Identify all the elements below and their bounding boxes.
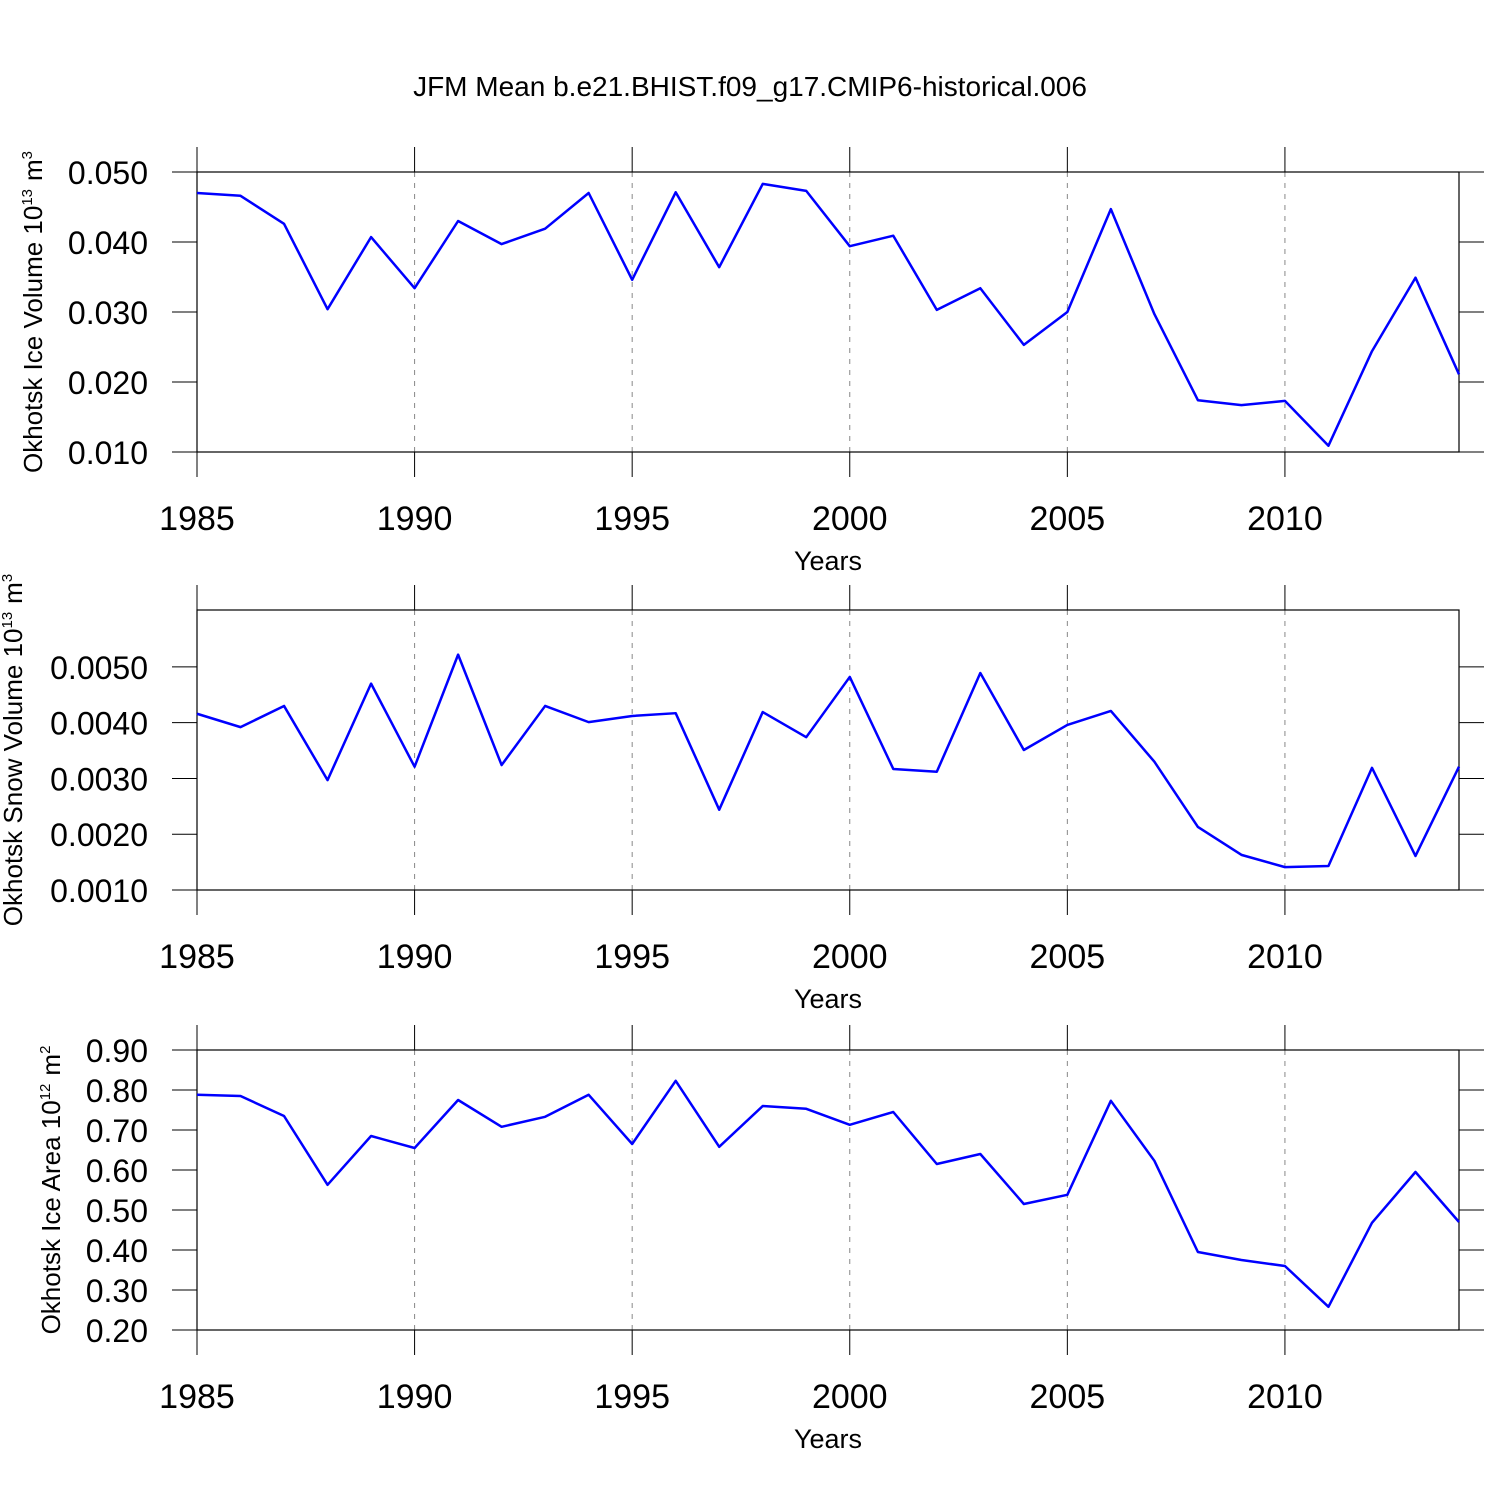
- x-tick-label: 2000: [812, 1378, 888, 1416]
- y-tick-label: 0.0050: [50, 650, 148, 686]
- data-line: [196, 1079, 1460, 1309]
- x-axis-label: Years: [794, 984, 862, 1014]
- y-tick-label: 0.030: [68, 295, 148, 331]
- x-axis-label: Years: [794, 546, 862, 576]
- x-tick-label: 2000: [812, 938, 888, 976]
- y-axis-label-part: 12: [37, 1084, 54, 1101]
- x-tick-label: 2005: [1030, 500, 1106, 538]
- chart-title: JFM Mean b.e21.BHIST.f09_g17.CMIP6-histo…: [413, 71, 1087, 102]
- plot-frame: [196, 1049, 1460, 1331]
- y-tick-label: 0.70: [86, 1113, 148, 1149]
- y-axis-label-part: Okhotsk Snow Volume 10: [0, 628, 28, 926]
- x-tick-label: 2000: [812, 500, 888, 538]
- y-tick-label: 0.050: [68, 155, 148, 191]
- y-axis-label: Okhotsk Snow Volume 1013 m3: [0, 574, 28, 926]
- x-axis-label: Years: [794, 1424, 862, 1454]
- x-tick-label: 1990: [377, 938, 453, 976]
- data-line: [196, 182, 1461, 447]
- y-axis-label-part: 13: [19, 189, 36, 206]
- x-tick-label: 1990: [377, 500, 453, 538]
- y-tick-label: 0.30: [86, 1273, 148, 1309]
- y-tick-label: 0.010: [68, 435, 148, 471]
- y-axis-label-part: 2: [37, 1046, 54, 1054]
- x-tick-label: 2010: [1247, 938, 1323, 976]
- x-tick-label: 1985: [159, 500, 235, 538]
- y-axis-label-part: m: [0, 582, 28, 604]
- x-tick-label: 1995: [594, 1378, 670, 1416]
- x-tick-label: 2010: [1247, 1378, 1323, 1416]
- y-axis-label-part: m: [36, 1054, 66, 1076]
- y-tick-label: 0.60: [86, 1153, 148, 1189]
- y-tick-label: 0.50: [86, 1193, 148, 1229]
- x-tick-label: 2010: [1247, 500, 1323, 538]
- y-tick-label: 0.0030: [50, 761, 148, 797]
- y-axis-label: Okhotsk Ice Area 1012 m2: [36, 1046, 66, 1335]
- y-tick-label: 0.040: [68, 225, 148, 261]
- y-tick-label: 0.20: [86, 1313, 148, 1349]
- x-tick-label: 2005: [1030, 938, 1106, 976]
- y-tick-label: 0.0020: [50, 817, 148, 853]
- y-tick-label: 0.020: [68, 365, 148, 401]
- y-axis-label-part: 3: [0, 574, 16, 582]
- y-tick-label: 0.0040: [50, 706, 148, 742]
- y-tick-label: 0.80: [86, 1073, 148, 1109]
- x-tick-label: 1985: [159, 1378, 235, 1416]
- y-axis-label-part: 3: [19, 151, 36, 159]
- y-axis-label: Okhotsk Ice Volume 1013 m3: [18, 151, 48, 473]
- x-tick-label: 1995: [594, 500, 670, 538]
- y-axis-label-part: m: [18, 159, 48, 181]
- data-line: [196, 653, 1461, 869]
- y-tick-label: 0.90: [86, 1033, 148, 1069]
- plot-frame: [196, 609, 1460, 891]
- x-tick-label: 1985: [159, 938, 235, 976]
- y-axis-label-part: Okhotsk Ice Volume 10: [18, 206, 48, 473]
- x-tick-label: 1995: [594, 938, 670, 976]
- y-axis-label-part: Okhotsk Ice Area 10: [36, 1100, 66, 1334]
- plot-frame: [196, 171, 1460, 453]
- x-tick-label: 2005: [1030, 1378, 1106, 1416]
- y-tick-label: 0.40: [86, 1233, 148, 1269]
- y-axis-label-part: 13: [0, 612, 16, 629]
- x-tick-label: 1990: [377, 1378, 453, 1416]
- y-tick-label: 0.0010: [50, 873, 148, 909]
